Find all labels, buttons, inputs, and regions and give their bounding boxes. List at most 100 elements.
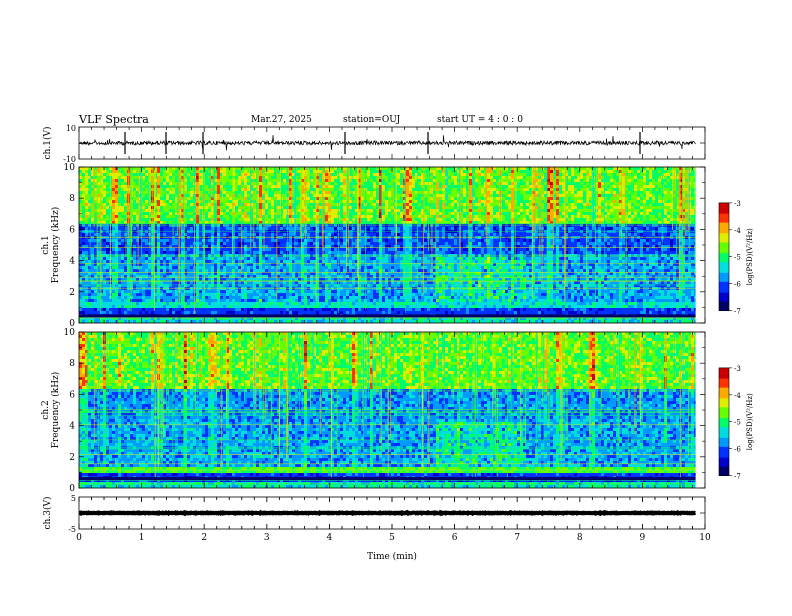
spectrogram-cell [550, 176, 553, 179]
spectrogram-cell [508, 179, 511, 182]
spectrogram-cell [262, 179, 265, 182]
spectrogram-cell [118, 173, 121, 176]
spectrogram-cell [544, 218, 547, 221]
spectrogram-cell [205, 227, 208, 230]
spectrogram-cell [316, 197, 319, 200]
spectrogram-cell [568, 194, 571, 197]
spectrogram-cell [157, 188, 160, 191]
spectrogram-cell [544, 233, 547, 236]
spectrogram-cell [517, 188, 520, 191]
spectrogram-cell [610, 176, 613, 179]
spectrogram-cell [310, 191, 313, 194]
spectrogram-cell [559, 227, 562, 230]
spectrogram-cell [568, 209, 571, 212]
spectrogram-cell [82, 233, 85, 236]
spectrogram-cell [349, 185, 352, 188]
spectrogram-cell [271, 167, 274, 170]
spectrogram-cell [580, 209, 583, 212]
spectrogram-cell [385, 203, 388, 206]
spectrogram-cell [490, 206, 493, 209]
spectrogram-cell [448, 185, 451, 188]
spectrogram-cell [454, 197, 457, 200]
spectrogram-cell [91, 218, 94, 221]
spectrogram-cell [541, 182, 544, 185]
spectrogram-cell [79, 173, 82, 176]
spectrogram-cell [571, 194, 574, 197]
spectrogram-cell [649, 233, 652, 236]
spectrogram-cell [85, 191, 88, 194]
spectrogram-cell [169, 233, 172, 236]
spectrogram-cell [574, 179, 577, 182]
spectrogram-cell [268, 215, 271, 218]
spectrogram-cell [385, 194, 388, 197]
spectrogram-cell [451, 167, 454, 170]
spectrogram-cell [388, 185, 391, 188]
spectrogram-cell [667, 212, 670, 215]
spectrogram-cell [361, 206, 364, 209]
spectrogram-cell [325, 218, 328, 221]
spectrogram-cell [568, 212, 571, 215]
spectrogram-cell [550, 185, 553, 188]
spectrogram-cell [157, 176, 160, 179]
spectrogram-cell [634, 212, 637, 215]
spectrogram-cell [238, 173, 241, 176]
spectrogram-cell [547, 188, 550, 191]
spectrogram-cell [85, 227, 88, 230]
spectrogram-cell [526, 206, 529, 209]
spectrogram-cell [106, 170, 109, 173]
spectrogram-cell [220, 212, 223, 215]
spectrogram-cell [400, 212, 403, 215]
spectrogram-cell [481, 218, 484, 221]
spectrogram-cell [313, 212, 316, 215]
spectrogram-cell [643, 218, 646, 221]
spectrogram-cell [406, 179, 409, 182]
spectrogram-cell [226, 203, 229, 206]
spectrogram-cell [172, 212, 175, 215]
spectrogram-cell [319, 218, 322, 221]
spectrogram-cell [508, 215, 511, 218]
spectrogram-cell [334, 224, 337, 227]
spectrogram-cell [601, 185, 604, 188]
spectrogram-cell [613, 215, 616, 218]
spectrogram-cell [271, 182, 274, 185]
spectrogram-cell [598, 170, 601, 173]
spectrogram-cell [637, 185, 640, 188]
spectrogram-cell [691, 191, 694, 194]
spectrogram-cell [568, 182, 571, 185]
spectrogram-cell [430, 233, 433, 236]
spectrogram-cell [268, 212, 271, 215]
spectrogram-cell [583, 215, 586, 218]
spectrogram-cell [238, 218, 241, 221]
spectrogram-cell [79, 209, 82, 212]
spectrogram-cell [136, 215, 139, 218]
spectrogram-cell [559, 185, 562, 188]
spectrogram-cell [574, 188, 577, 191]
spectrogram-cell [388, 182, 391, 185]
spectrogram-cell [211, 215, 214, 218]
spectrogram-cell [469, 203, 472, 206]
spectrogram-cell [628, 227, 631, 230]
spectrogram-cell [112, 188, 115, 191]
spectrogram-cell [505, 182, 508, 185]
spectrogram-cell [238, 185, 241, 188]
spectrogram-cell [652, 200, 655, 203]
spectrogram-cell [148, 224, 151, 227]
spectrogram-cell [442, 227, 445, 230]
spectrogram-cell [190, 200, 193, 203]
spectrogram-cell [409, 227, 412, 230]
spectrogram-cell [121, 224, 124, 227]
spectrogram-cell [106, 197, 109, 200]
spectrogram-cell [370, 182, 373, 185]
spectrogram-cell [628, 200, 631, 203]
spectrogram-cell [166, 215, 169, 218]
spectrogram-cell [511, 197, 514, 200]
spectrogram-cell [196, 218, 199, 221]
spectrogram-cell [643, 176, 646, 179]
spectrogram-cell [583, 188, 586, 191]
spectrogram-cell [643, 224, 646, 227]
spectrogram-cell [262, 170, 265, 173]
spectrogram-cell [610, 212, 613, 215]
spectrogram-cell [568, 224, 571, 227]
spectrogram-cell [436, 209, 439, 212]
spectrogram-cell [331, 170, 334, 173]
